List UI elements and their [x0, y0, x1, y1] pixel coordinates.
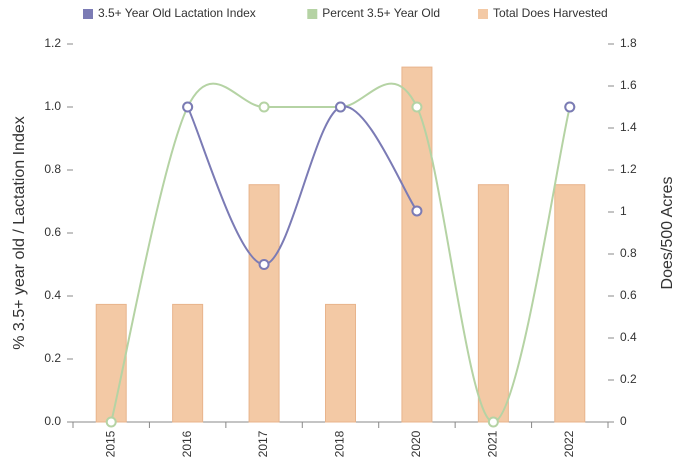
legend-label: Total Does Harvested: [493, 6, 608, 20]
y2-tick-label: 1.6: [620, 78, 637, 92]
bar: [95, 303, 127, 423]
y-tick-label: 0.8: [44, 162, 61, 176]
x-tick-label: 2022: [562, 430, 576, 457]
y2-tick-label: 0.8: [620, 246, 637, 260]
x-tick-label: 2016: [180, 430, 194, 457]
bar: [401, 66, 433, 423]
point: [564, 101, 576, 113]
x-tick-label: 2020: [409, 430, 423, 457]
y-axis-title: % 3.5+ year old / Lactation Index: [11, 116, 28, 349]
bar: [248, 184, 280, 423]
point: [105, 416, 117, 428]
y2-tick-label: 0.4: [620, 330, 637, 344]
legend-swatch: [478, 9, 488, 19]
legend-label: Percent 3.5+ Year Old: [322, 6, 440, 20]
legend-label: 3.5+ Year Old Lactation Index: [98, 6, 256, 20]
point: [335, 101, 346, 113]
point: [411, 101, 423, 113]
y2-tick-label: 1.4: [620, 120, 637, 134]
x-tick-label: 2017: [256, 430, 270, 457]
y2-tick-label: 0.2: [620, 372, 637, 386]
line: [186, 105, 418, 266]
line: [110, 82, 571, 424]
bar: [325, 303, 356, 423]
x-tick-label: 2015: [103, 430, 117, 457]
y2-tick-label: 1.2: [620, 162, 637, 176]
y2-tick-label: 1: [620, 204, 627, 218]
point: [182, 101, 194, 113]
y2-tick-label: 0.6: [620, 288, 637, 302]
bar: [477, 184, 509, 423]
y2-axis-title: Does/500 Acres: [659, 177, 676, 290]
bar: [554, 184, 586, 423]
point: [487, 416, 499, 428]
y-tick-label: 0.6: [44, 225, 61, 239]
y-tick-label: 0.0: [44, 414, 61, 428]
y2-tick-label: 0: [620, 414, 627, 428]
legend-swatch: [83, 9, 93, 19]
point: [411, 205, 423, 217]
y2-tick-label: 1.8: [620, 36, 637, 50]
y-tick-label: 1.0: [44, 99, 61, 113]
y-tick-label: 0.4: [44, 288, 61, 302]
legend-swatch: [307, 9, 318, 19]
point: [258, 259, 270, 270]
x-tick-label: 2018: [333, 430, 347, 457]
point: [258, 101, 270, 113]
y-tick-label: 1.2: [44, 36, 61, 50]
y-tick-label: 0.2: [44, 351, 61, 365]
bar: [172, 303, 204, 423]
x-tick-label: 2021: [486, 430, 500, 457]
